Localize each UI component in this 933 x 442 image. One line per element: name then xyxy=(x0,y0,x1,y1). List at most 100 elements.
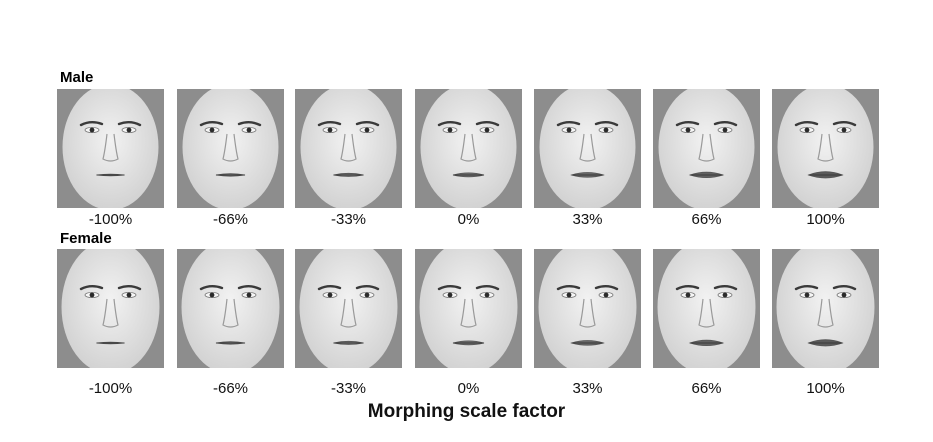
face-oval xyxy=(658,89,755,208)
morph-label-male-0: -100% xyxy=(88,211,133,228)
nose xyxy=(340,298,357,328)
eyebrow-right xyxy=(713,285,738,291)
pupil-left xyxy=(209,127,215,133)
eyebrow-left xyxy=(437,121,462,127)
pupil-right xyxy=(841,292,847,298)
nose xyxy=(698,298,715,328)
morph-label-male-3: 0% xyxy=(457,211,480,228)
eyebrow-left xyxy=(794,121,819,127)
eyebrow-left xyxy=(675,121,700,127)
morph-label-female-2: -33% xyxy=(330,380,367,397)
eyebrow-left xyxy=(556,285,581,291)
face-oval xyxy=(657,249,756,368)
eyebrow-right xyxy=(832,285,857,291)
face-image-male-1 xyxy=(177,89,284,208)
pupil-left xyxy=(89,127,95,133)
face-oval xyxy=(61,249,160,368)
face-image-male-0 xyxy=(57,89,164,208)
eyebrow-left xyxy=(556,121,581,127)
eyebrow-right xyxy=(237,285,262,291)
eyebrow-left xyxy=(79,121,104,127)
pupil-left xyxy=(209,292,215,298)
face-oval xyxy=(182,89,279,208)
nose xyxy=(817,298,834,328)
pupil-left xyxy=(804,292,810,298)
nose xyxy=(340,133,357,162)
eyebrow-left xyxy=(199,121,224,127)
morph-label-female-0: -100% xyxy=(88,380,133,397)
eyebrow-right xyxy=(355,121,380,127)
face-image-male-3 xyxy=(415,89,522,208)
nose xyxy=(579,133,596,162)
nose xyxy=(460,298,477,328)
nose xyxy=(222,133,239,162)
nose xyxy=(102,133,119,162)
morph-label-male-6: 100% xyxy=(806,211,845,228)
morph-label-male-5: 66% xyxy=(691,211,722,228)
nose xyxy=(222,298,239,328)
morph-label-female-3: 0% xyxy=(457,380,480,397)
morph-label-female-6: 100% xyxy=(806,380,845,397)
eyebrow-right xyxy=(832,121,857,127)
pupil-left xyxy=(89,292,95,298)
face-image-female-1 xyxy=(177,249,284,368)
eyebrow-left xyxy=(794,285,819,291)
row-label-female: Female xyxy=(60,230,112,247)
face-image-female-5 xyxy=(653,249,760,368)
pupil-right xyxy=(364,292,370,298)
eyebrow-left xyxy=(199,285,224,291)
pupil-left xyxy=(685,127,691,133)
pupil-right xyxy=(722,292,728,298)
face-image-female-6 xyxy=(772,249,879,368)
face-oval xyxy=(300,89,397,208)
nose xyxy=(102,298,119,328)
face-oval xyxy=(62,89,159,208)
nose xyxy=(460,133,477,162)
axis-title: Morphing scale factor xyxy=(367,401,566,422)
eyebrow-right xyxy=(117,285,142,291)
face-oval xyxy=(538,249,637,368)
pupil-right xyxy=(603,292,609,298)
face-image-male-4 xyxy=(534,89,641,208)
pupil-right xyxy=(246,292,252,298)
face-image-male-2 xyxy=(295,89,402,208)
eyebrow-right xyxy=(237,121,262,127)
eyebrow-right xyxy=(594,285,619,291)
nose xyxy=(698,133,715,162)
row-label-male: Male xyxy=(60,69,94,86)
face-oval xyxy=(420,89,517,208)
face-oval xyxy=(539,89,636,208)
pupil-right xyxy=(484,292,490,298)
morph-label-male-2: -33% xyxy=(330,211,367,228)
eyebrow-left xyxy=(79,285,104,291)
nose xyxy=(817,133,834,162)
eyebrow-right xyxy=(475,285,500,291)
face-image-female-2 xyxy=(295,249,402,368)
face-oval xyxy=(299,249,398,368)
face-oval xyxy=(419,249,518,368)
pupil-left xyxy=(327,127,333,133)
pupil-right xyxy=(364,127,370,133)
eyebrow-left xyxy=(317,121,342,127)
pupil-left xyxy=(327,292,333,298)
pupil-right xyxy=(841,127,847,133)
eyebrow-left xyxy=(317,285,342,291)
face-image-male-5 xyxy=(653,89,760,208)
eyebrow-left xyxy=(437,285,462,291)
nose xyxy=(579,298,596,328)
face-image-female-0 xyxy=(57,249,164,368)
pupil-left xyxy=(685,292,691,298)
pupil-left xyxy=(447,127,453,133)
pupil-left xyxy=(804,127,810,133)
pupil-right xyxy=(484,127,490,133)
face-oval xyxy=(776,249,875,368)
face-image-female-3 xyxy=(415,249,522,368)
morph-label-female-5: 66% xyxy=(691,380,722,397)
pupil-right xyxy=(126,127,132,133)
morph-label-female-4: 33% xyxy=(572,380,603,397)
face-oval xyxy=(777,89,874,208)
morph-label-female-1: -66% xyxy=(212,380,249,397)
pupil-right xyxy=(603,127,609,133)
pupil-left xyxy=(447,292,453,298)
face-oval xyxy=(181,249,280,368)
